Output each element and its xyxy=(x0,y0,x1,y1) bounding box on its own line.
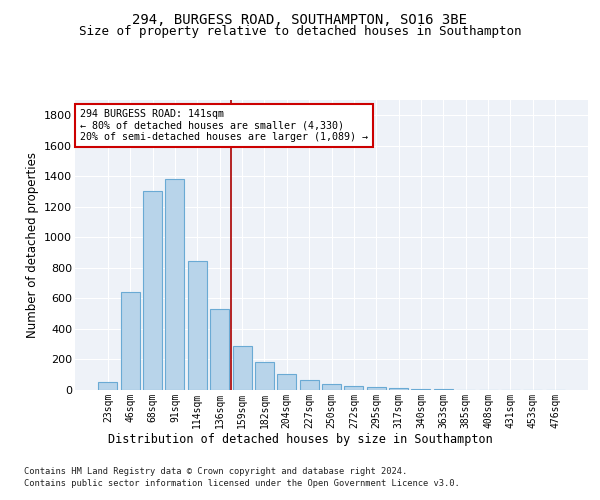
Bar xyxy=(166,179,184,390)
Bar xyxy=(121,292,140,390)
Bar xyxy=(412,389,430,390)
Bar xyxy=(233,346,251,390)
Bar xyxy=(277,374,296,390)
Bar xyxy=(367,388,386,390)
Bar xyxy=(210,309,229,390)
Bar xyxy=(322,384,341,390)
Text: Size of property relative to detached houses in Southampton: Size of property relative to detached ho… xyxy=(79,25,521,38)
Y-axis label: Number of detached properties: Number of detached properties xyxy=(26,152,38,338)
Bar xyxy=(98,382,118,390)
Text: 294, BURGESS ROAD, SOUTHAMPTON, SO16 3BE: 294, BURGESS ROAD, SOUTHAMPTON, SO16 3BE xyxy=(133,12,467,26)
Bar xyxy=(389,388,408,390)
Bar xyxy=(434,389,453,390)
Bar xyxy=(299,380,319,390)
Bar xyxy=(255,362,274,390)
Bar xyxy=(143,190,162,390)
Text: Distribution of detached houses by size in Southampton: Distribution of detached houses by size … xyxy=(107,432,493,446)
Text: Contains public sector information licensed under the Open Government Licence v3: Contains public sector information licen… xyxy=(24,479,460,488)
Bar xyxy=(188,260,207,390)
Text: Contains HM Land Registry data © Crown copyright and database right 2024.: Contains HM Land Registry data © Crown c… xyxy=(24,468,407,476)
Bar xyxy=(344,386,364,390)
Text: 294 BURGESS ROAD: 141sqm
← 80% of detached houses are smaller (4,330)
20% of sem: 294 BURGESS ROAD: 141sqm ← 80% of detach… xyxy=(80,108,368,142)
